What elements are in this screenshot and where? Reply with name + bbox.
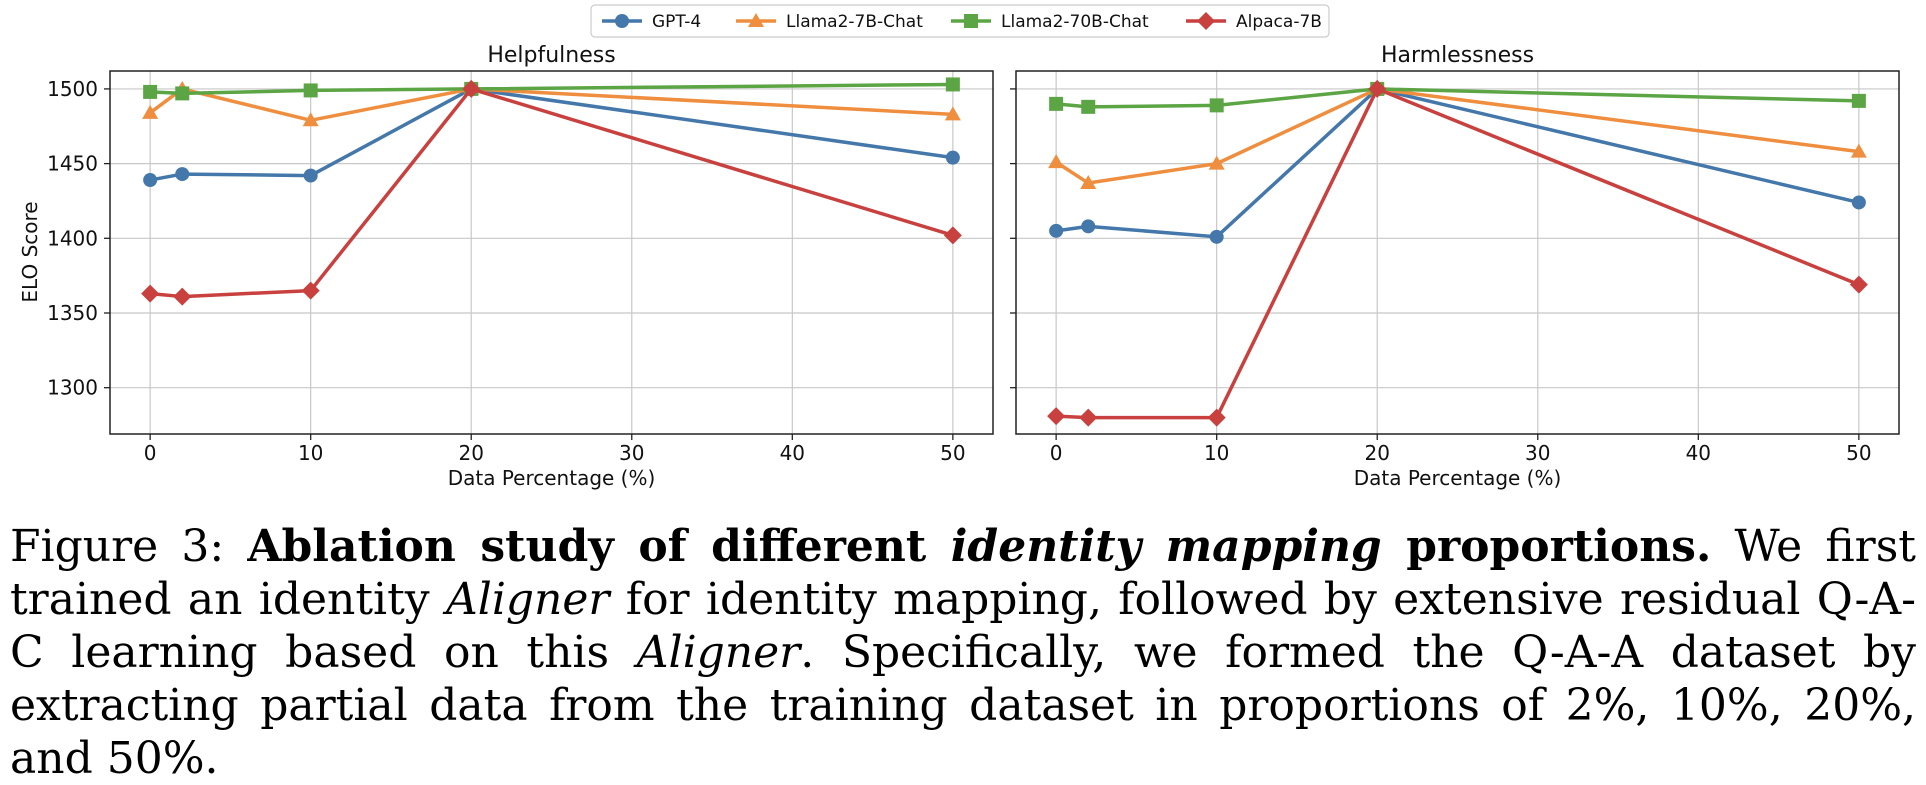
helpfulness-gpt-4-point-2 xyxy=(175,167,190,182)
helpfulness-xtick-label-0: 0 xyxy=(144,441,157,465)
harmlessness-alpaca-7b-point-10 xyxy=(1207,408,1226,427)
harmlessness-alpaca-7b-point-50 xyxy=(1849,275,1868,294)
harmlessness-llama2-70b-chat-point-0 xyxy=(1049,96,1064,111)
harmlessness-gpt-4-line xyxy=(1055,87,1860,239)
harmlessness-xtick-label-50: 50 xyxy=(1846,441,1871,465)
harmlessness-alpaca-7b-point-2 xyxy=(1079,408,1098,427)
helpfulness-alpaca-7b-point-0 xyxy=(141,284,160,303)
legend-gpt-4-marker xyxy=(615,14,629,28)
helpfulness-ytick-label-1300: 1300 xyxy=(47,376,98,400)
legend-llama2-7b-chat-marker xyxy=(748,13,764,27)
legend-alpaca-7b-marker xyxy=(1197,12,1215,30)
harmlessness-alpaca-7b-point-20 xyxy=(1368,79,1387,98)
helpfulness-llama2-70b-chat-point-10 xyxy=(303,83,318,98)
helpfulness-llama2-7b-chat-point-10 xyxy=(302,112,319,127)
helpfulness-llama2-7b-chat-line xyxy=(149,87,953,123)
harmlessness-plot-frame xyxy=(1015,70,1900,435)
helpfulness-llama2-70b-chat-point-2 xyxy=(175,86,190,101)
helpfulness-xlabel: Data Percentage (%) xyxy=(448,466,656,490)
y-axis-label: ELO Score xyxy=(18,201,42,302)
helpfulness-title: Helpfulness xyxy=(487,43,615,68)
caption-text-3: . Specifically, we formed the Q-A-A data… xyxy=(10,627,1917,784)
helpfulness-llama2-70b-chat-point-50 xyxy=(945,77,960,92)
harmlessness-xtick-label-0: 0 xyxy=(1050,441,1063,465)
caption-bold-1: Ablation study of different xyxy=(247,521,927,572)
harmlessness-alpaca-7b-point-0 xyxy=(1047,407,1066,426)
harmlessness-llama2-7b-chat-point-10 xyxy=(1208,155,1225,170)
helpfulness-alpaca-7b-point-20 xyxy=(462,79,481,98)
helpfulness-ytick-label-1450: 1450 xyxy=(47,152,98,176)
harmlessness-gpt-4-point-10 xyxy=(1209,229,1224,244)
helpfulness-alpaca-7b-point-50 xyxy=(943,226,962,245)
caption-bold-italic: identity mapping xyxy=(950,521,1382,572)
harmlessness-llama2-7b-chat-line xyxy=(1055,87,1860,185)
harmlessness-llama2-70b-chat-point-2 xyxy=(1081,99,1096,114)
helpfulness-alpaca-7b-point-10 xyxy=(301,281,320,300)
helpfulness-xtick-label-10: 10 xyxy=(298,441,323,465)
harmlessness-xtick-label-10: 10 xyxy=(1204,441,1229,465)
legend-gpt-4-label: GPT-4 xyxy=(652,12,701,32)
harmlessness-llama2-70b-chat-point-10 xyxy=(1209,98,1224,113)
helpfulness-gpt-4-line xyxy=(149,87,954,182)
helpfulness-ytick-label-1500: 1500 xyxy=(47,77,98,101)
helpfulness-xtick-label-50: 50 xyxy=(940,441,965,465)
caption-italic-2: Aligner xyxy=(636,627,801,678)
legend-alpaca-7b-label: Alpaca-7B xyxy=(1236,12,1322,32)
helpfulness-llama2-7b-chat-point-0 xyxy=(142,104,159,119)
helpfulness-xtick-label-40: 40 xyxy=(780,441,805,465)
harmlessness-xlabel: Data Percentage (%) xyxy=(1354,466,1562,490)
helpfulness-xtick-label-20: 20 xyxy=(459,441,484,465)
harmlessness-alpaca-7b-line xyxy=(1056,87,1860,420)
helpfulness-alpaca-7b-line xyxy=(149,87,954,299)
helpfulness-gpt-4-point-10 xyxy=(303,168,318,183)
harmlessness-xtick-label-20: 20 xyxy=(1365,441,1390,465)
harmlessness-gpt-4-point-50 xyxy=(1851,195,1866,210)
caption-text-1: We first trained an identity xyxy=(10,521,1916,625)
harmlessness-title: Harmlessness xyxy=(1381,43,1534,68)
helpfulness-gpt-4-point-50 xyxy=(945,150,960,165)
harmlessness-llama2-7b-chat-point-50 xyxy=(1850,143,1867,158)
legend-llama2-70b-chat-label: Llama2-70B-Chat xyxy=(1001,12,1149,32)
helpfulness-alpaca-7b-point-2 xyxy=(173,287,192,306)
harmlessness-llama2-7b-chat-point-2 xyxy=(1080,175,1097,190)
caption-label: Figure 3: xyxy=(10,521,225,572)
harmlessness-xtick-label-40: 40 xyxy=(1686,441,1711,465)
helpfulness-llama2-70b-chat-point-0 xyxy=(143,84,158,99)
caption-bold-2: proportions. xyxy=(1406,521,1712,572)
helpfulness-plot-frame xyxy=(109,70,994,435)
harmlessness-xtick-label-30: 30 xyxy=(1525,441,1550,465)
helpfulness-llama2-7b-chat-point-50 xyxy=(944,106,961,121)
harmlessness-llama2-7b-chat-point-0 xyxy=(1048,154,1065,169)
helpfulness-ytick-label-1400: 1400 xyxy=(47,226,98,250)
helpfulness-xtick-label-30: 30 xyxy=(619,441,644,465)
legend-llama2-70b-chat-marker xyxy=(964,14,978,28)
helpfulness-gpt-4-point-0 xyxy=(143,173,158,188)
caption-text-2: for identity mapping, followed by extens… xyxy=(10,574,1916,678)
figure-chart: 0 10 20 30 40 50 1300 1350 1400 1450 1500 Helpfulne… xyxy=(18,4,1900,490)
caption-italic-1: Aligner xyxy=(445,574,610,625)
figure-caption: Figure 3: Ablation study of different id… xyxy=(10,520,1916,785)
legend-llama2-7b-chat-label: Llama2-7B-Chat xyxy=(786,12,923,32)
harmlessness-gpt-4-point-2 xyxy=(1081,219,1096,234)
helpfulness-ytick-label-1350: 1350 xyxy=(47,301,98,325)
harmlessness-llama2-70b-chat-point-50 xyxy=(1851,93,1866,108)
harmlessness-gpt-4-point-0 xyxy=(1049,223,1064,238)
